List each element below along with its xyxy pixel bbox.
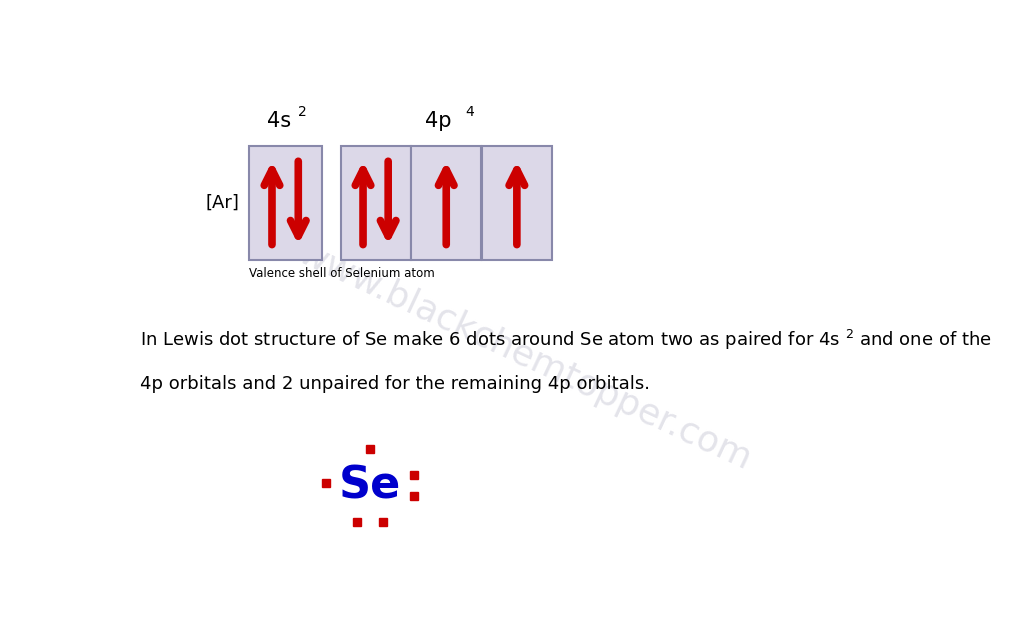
- Bar: [341, 146, 411, 260]
- Text: 4: 4: [466, 105, 474, 119]
- Text: In Lewis dot structure of Se make 6 dots around Se atom two as paired for 4s $^{: In Lewis dot structure of Se make 6 dots…: [140, 328, 991, 352]
- Text: www.blackchemtopper.com: www.blackchemtopper.com: [293, 237, 757, 478]
- Bar: [249, 146, 322, 260]
- Bar: [482, 146, 552, 260]
- Text: Valence shell of Selenium atom: Valence shell of Selenium atom: [249, 267, 434, 280]
- Text: 4s: 4s: [266, 112, 291, 132]
- Text: 2: 2: [298, 105, 307, 119]
- Text: [Ar]: [Ar]: [205, 194, 239, 212]
- Text: Se: Se: [339, 464, 401, 507]
- Bar: [412, 146, 481, 260]
- Text: 4p: 4p: [425, 112, 452, 132]
- Text: 4p orbitals and 2 unpaired for the remaining 4p orbitals.: 4p orbitals and 2 unpaired for the remai…: [140, 375, 650, 392]
